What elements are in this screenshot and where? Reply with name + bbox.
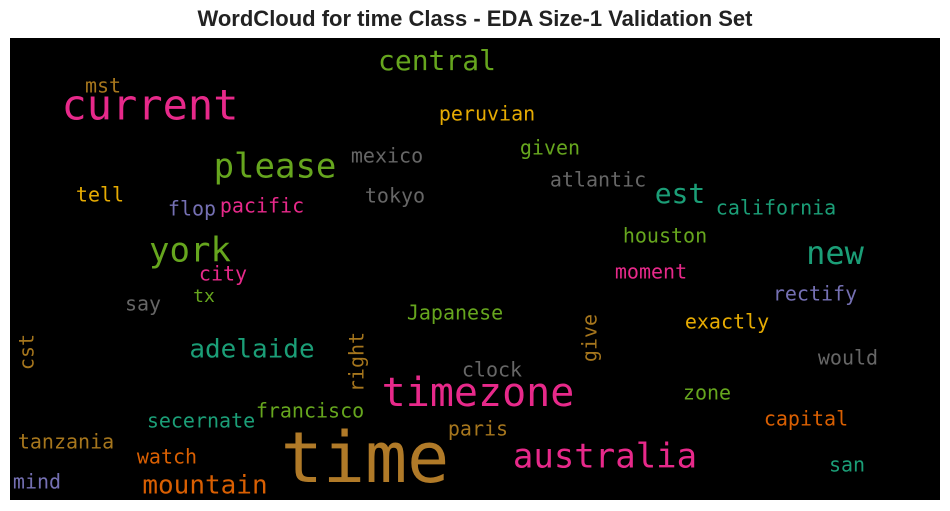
word: watch <box>137 445 197 469</box>
word: capital <box>764 407 848 431</box>
word: san <box>829 453 865 477</box>
word: rectify <box>773 282 857 306</box>
word: central <box>378 44 496 77</box>
word: cst <box>15 334 39 370</box>
word: australia <box>513 437 697 477</box>
word: atlantic <box>550 168 646 192</box>
word: timezone <box>382 370 575 416</box>
word: mexico <box>351 144 423 168</box>
word: adelaide <box>189 335 314 365</box>
word: right <box>345 332 369 392</box>
word: tell <box>76 183 124 207</box>
word: pacific <box>220 194 304 218</box>
word: tx <box>193 286 215 307</box>
word: peruvian <box>439 102 535 126</box>
word: york <box>149 231 231 271</box>
word: exactly <box>685 310 769 334</box>
word: flop <box>168 197 216 221</box>
cloud-background <box>10 38 940 500</box>
word: moment <box>615 260 687 284</box>
word: Japanese <box>407 301 503 325</box>
chart-title: WordCloud for time Class - EDA Size-1 Va… <box>198 6 754 31</box>
word: mind <box>13 470 61 494</box>
word: secernate <box>147 409 255 433</box>
word: houston <box>623 224 707 248</box>
word: mst <box>85 74 121 98</box>
word: california <box>716 196 836 220</box>
word: new <box>806 234 865 272</box>
word: city <box>199 262 247 286</box>
word: tanzania <box>18 430 114 454</box>
word: clock <box>462 358 522 382</box>
word: tokyo <box>365 184 425 208</box>
word: given <box>520 136 580 160</box>
word: est <box>655 177 706 210</box>
word: current <box>61 81 238 130</box>
word: paris <box>448 417 508 441</box>
word: zone <box>683 381 731 405</box>
word: mountain <box>142 471 267 501</box>
word: would <box>818 346 878 370</box>
word: francisco <box>256 399 364 423</box>
word: say <box>125 292 161 316</box>
word: please <box>214 147 337 187</box>
word: time <box>281 417 450 499</box>
word: give <box>578 314 602 362</box>
